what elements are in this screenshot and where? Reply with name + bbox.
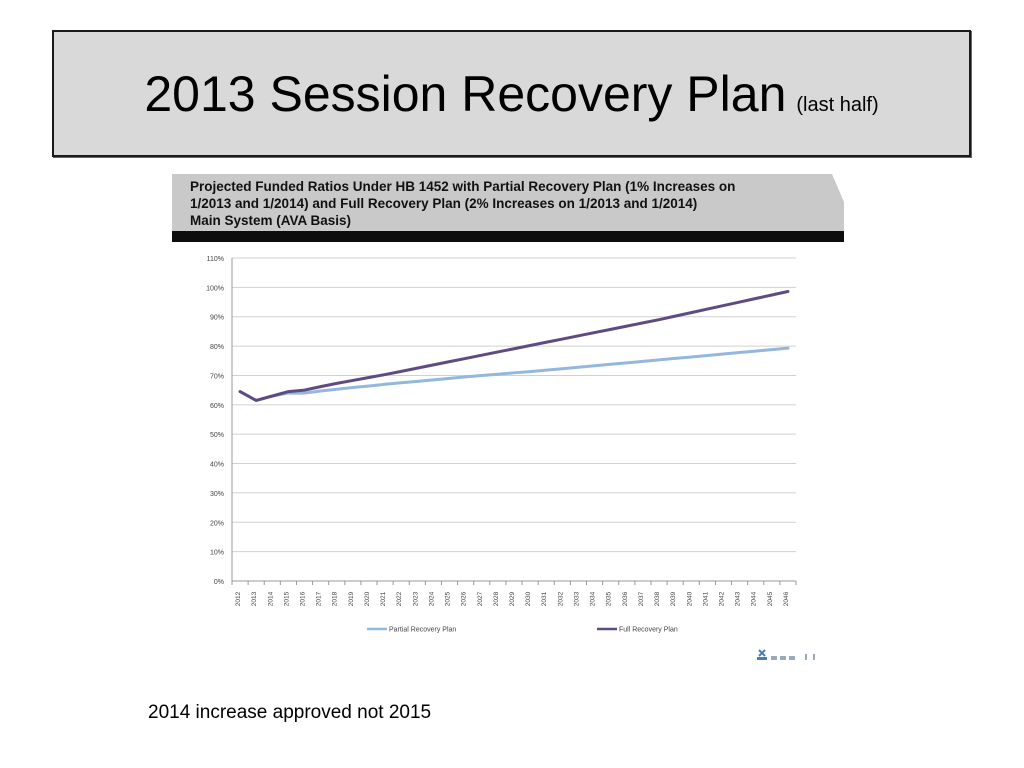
slide-caption: 2014 increase approved not 2015 bbox=[148, 702, 432, 723]
x-tick-label: 2037 bbox=[638, 591, 645, 606]
x-tick-label: 2018 bbox=[332, 591, 339, 606]
y-tick-label: 20% bbox=[210, 520, 224, 527]
x-tick-label: 2033 bbox=[573, 591, 580, 606]
y-tick-label: 0% bbox=[214, 579, 224, 586]
y-tick-label: 70% bbox=[210, 373, 224, 380]
x-tick-label: 2036 bbox=[622, 591, 629, 606]
logo-star-icon bbox=[758, 649, 766, 657]
x-tick-label: 2031 bbox=[541, 591, 548, 606]
legend-label: Partial Recovery Plan bbox=[389, 627, 456, 634]
x-tick-label: 2046 bbox=[783, 591, 790, 606]
x-tick-label: 2022 bbox=[396, 591, 403, 606]
x-tick-label: 2017 bbox=[316, 591, 323, 606]
x-tick-label: 2034 bbox=[590, 591, 597, 606]
y-tick-label: 80% bbox=[210, 344, 224, 351]
x-tick-label: 2028 bbox=[493, 591, 500, 606]
y-tick-label: 50% bbox=[210, 432, 224, 439]
y-tick-label: 110% bbox=[207, 256, 224, 263]
y-tick-label: 40% bbox=[210, 462, 224, 469]
x-tick-label: 2030 bbox=[525, 591, 532, 606]
x-tick-label: 2013 bbox=[251, 591, 258, 606]
chart-header-line-2: 1/2013 and 1/2014) and Full Recovery Pla… bbox=[190, 196, 698, 211]
title-box: 2013 Session Recovery Plan (last half) bbox=[52, 30, 971, 157]
y-tick-label: 30% bbox=[210, 491, 224, 498]
x-tick-label: 2041 bbox=[702, 591, 709, 606]
x-tick-label: 2025 bbox=[445, 591, 452, 606]
x-tick-label: 2032 bbox=[557, 591, 564, 606]
x-tick-label: 2044 bbox=[751, 591, 758, 606]
y-tick-label: 90% bbox=[210, 315, 224, 322]
legend-label: Full Recovery Plan bbox=[619, 627, 678, 634]
chart-header-line-1: Projected Funded Ratios Under HB 1452 wi… bbox=[190, 179, 736, 194]
slide-title: 2013 Session Recovery Plan (last half) bbox=[144, 65, 878, 123]
chart-header-text: Projected Funded Ratios Under HB 1452 wi… bbox=[190, 178, 835, 229]
logo-letter bbox=[813, 654, 815, 660]
logo-mark bbox=[755, 648, 825, 662]
x-tick-label: 2026 bbox=[461, 591, 468, 606]
x-tick-label: 2038 bbox=[654, 591, 661, 606]
x-tick-label: 2019 bbox=[348, 591, 355, 606]
x-tick-label: 2039 bbox=[670, 591, 677, 606]
x-tick-label: 2027 bbox=[477, 591, 484, 606]
x-tick-label: 2029 bbox=[509, 591, 516, 606]
x-tick-label: 2016 bbox=[300, 591, 307, 606]
chart-header-bar bbox=[172, 231, 844, 242]
logo-letter bbox=[780, 656, 786, 660]
x-tick-label: 2043 bbox=[735, 591, 742, 606]
x-tick-label: 2035 bbox=[606, 591, 613, 606]
x-tick-label: 2045 bbox=[767, 591, 774, 606]
chart-header-background bbox=[172, 174, 844, 231]
x-tick-label: 2020 bbox=[364, 591, 371, 606]
x-tick-label: 2023 bbox=[412, 591, 419, 606]
logo-letter bbox=[771, 656, 777, 660]
y-tick-label: 10% bbox=[210, 550, 224, 557]
logo-letter bbox=[805, 654, 807, 660]
x-tick-label: 2014 bbox=[267, 591, 274, 606]
x-tick-label: 2040 bbox=[686, 591, 693, 606]
x-tick-label: 2024 bbox=[428, 591, 435, 606]
partial-recovery-line bbox=[238, 346, 790, 402]
title-note: (last half) bbox=[796, 93, 879, 116]
chart-header: Projected Funded Ratios Under HB 1452 wi… bbox=[172, 174, 844, 242]
x-tick-label: 2042 bbox=[718, 591, 725, 606]
y-tick-label: 60% bbox=[210, 403, 224, 410]
funded-ratio-chart: 0% 10% 20% 30% 40% 50% 60% 70% 80% 90% 100% 110% 201… bbox=[206, 256, 797, 634]
logo-letter bbox=[789, 656, 795, 660]
x-tick-label: 2021 bbox=[380, 591, 387, 606]
chart-header-line-3: Main System (AVA Basis) bbox=[190, 213, 352, 228]
title-main: 2013 Session Recovery Plan bbox=[144, 65, 787, 122]
full-recovery-line bbox=[238, 289, 790, 402]
y-tick-label: 100% bbox=[206, 285, 224, 292]
x-tick-label: 2012 bbox=[235, 591, 242, 606]
logo-base bbox=[757, 657, 767, 660]
x-tick-label: 2015 bbox=[283, 591, 290, 606]
